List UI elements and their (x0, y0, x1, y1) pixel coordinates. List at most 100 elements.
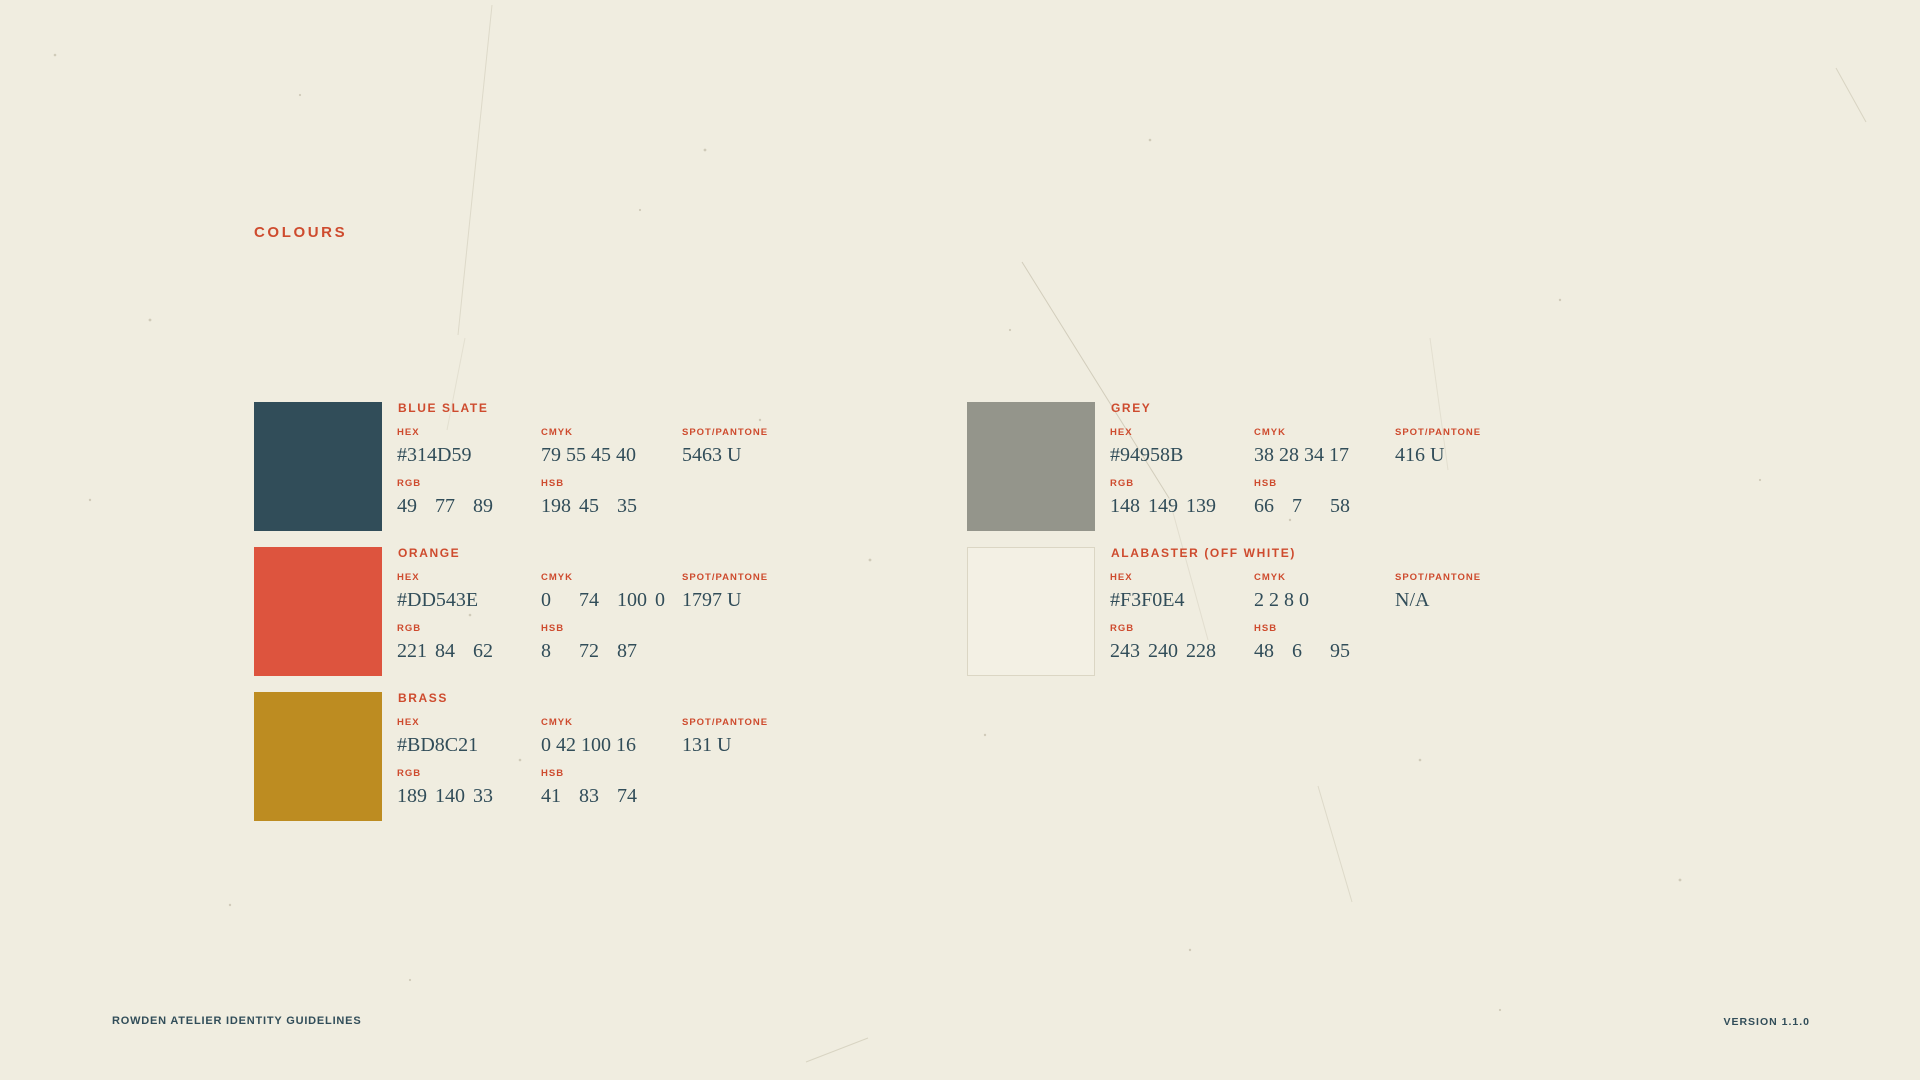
spot-pantone-label: SPOT/PANTONE (682, 572, 769, 583)
rgb-label: RGB (397, 478, 422, 489)
hsb-label: HSB (1254, 623, 1278, 634)
cmyk-label: CMYK (541, 427, 573, 438)
rgb-spec: RGB 243 240 228 (1110, 623, 1224, 662)
swatch-orange (254, 547, 382, 676)
hex-label: HEX (1110, 572, 1133, 583)
rgb-value: 221 84 62 (397, 640, 493, 662)
swatch-grey (967, 402, 1095, 531)
hex-spec: HEX #F3F0E4 (1110, 572, 1185, 611)
spot-pantone-spec: SPOT/PANTONE N/A (1395, 572, 1482, 611)
colour-card-grey: GREY HEX #94958B CMYK 38 28 34 17 SPOT/P… (967, 401, 1712, 531)
rgb-value: 189 140 33 (397, 785, 493, 807)
hsb-value: 41 83 74 (541, 785, 637, 807)
hsb-spec: HSB 198 45 35 (541, 478, 655, 517)
hex-spec: HEX #94958B (1110, 427, 1184, 466)
spot-pantone-spec: SPOT/PANTONE 416 U (1395, 427, 1482, 466)
colour-card-blue-slate: BLUE SLATE HEX #314D59 CMYK 79 55 45 40 … (254, 401, 999, 531)
hex-spec: HEX #314D59 (397, 427, 472, 466)
rgb-label: RGB (1110, 478, 1135, 489)
colour-spec: BLUE SLATE HEX #314D59 CMYK 79 55 45 40 … (397, 401, 999, 531)
rgb-value: 49 77 89 (397, 495, 493, 517)
spot-pantone-value: N/A (1395, 589, 1430, 611)
hsb-spec: HSB 66 7 58 (1254, 478, 1368, 517)
spot-pantone-value: 1797 U (682, 589, 742, 611)
colour-card-orange: ORANGE HEX #DD543E CMYK 0 74 100 0 SPOT/PAN… (254, 546, 999, 676)
hsb-label: HSB (541, 623, 565, 634)
cmyk-label: CMYK (1254, 572, 1286, 583)
hsb-value: 66 7 58 (1254, 495, 1350, 517)
spot-pantone-value: 5463 U (682, 444, 742, 466)
cmyk-value: 0 42 100 16 (541, 734, 636, 756)
colour-name: ALABASTER (OFF WHITE) (1111, 546, 1296, 560)
spot-pantone-label: SPOT/PANTONE (1395, 427, 1482, 438)
hex-spec: HEX #BD8C21 (397, 717, 479, 756)
cmyk-value: 0 74 100 0 (541, 589, 665, 611)
rgb-spec: RGB 189 140 33 (397, 768, 511, 807)
colour-spec: ORANGE HEX #DD543E CMYK 0 74 100 0 SPOT/PAN… (397, 546, 999, 676)
spot-pantone-spec: SPOT/PANTONE 131 U (682, 717, 769, 756)
colour-name: GREY (1111, 401, 1152, 415)
spot-pantone-spec: SPOT/PANTONE 1797 U (682, 572, 769, 611)
rgb-value: 148 149 139 (1110, 495, 1216, 517)
hex-label: HEX (397, 572, 420, 583)
hex-value: #94958B (1110, 444, 1184, 466)
cmyk-spec: CMYK 0 42 100 16 (541, 717, 636, 756)
rgb-label: RGB (1110, 623, 1135, 634)
page-title: COLOURS (254, 224, 348, 241)
cmyk-value: 38 28 34 17 (1254, 444, 1349, 466)
cmyk-label: CMYK (541, 572, 573, 583)
hsb-spec: HSB 48 6 95 (1254, 623, 1368, 662)
footer-document-title: ROWDEN ATELIER IDENTITY GUIDELINES (112, 1015, 362, 1027)
rgb-spec: RGB 221 84 62 (397, 623, 511, 662)
hex-value: #314D59 (397, 444, 472, 466)
hex-value: #F3F0E4 (1110, 589, 1185, 611)
spot-pantone-label: SPOT/PANTONE (682, 717, 769, 728)
rgb-value: 243 240 228 (1110, 640, 1216, 662)
hsb-value: 8 72 87 (541, 640, 637, 662)
hex-label: HEX (397, 427, 420, 438)
rgb-spec: RGB 148 149 139 (1110, 478, 1224, 517)
rgb-label: RGB (397, 768, 422, 779)
spot-pantone-label: SPOT/PANTONE (682, 427, 769, 438)
spot-pantone-value: 416 U (1395, 444, 1445, 466)
hsb-spec: HSB 8 72 87 (541, 623, 655, 662)
colour-name: ORANGE (398, 546, 461, 560)
cmyk-label: CMYK (1254, 427, 1286, 438)
cmyk-spec: CMYK 79 55 45 40 (541, 427, 636, 466)
hex-label: HEX (397, 717, 420, 728)
rgb-spec: RGB 49 77 89 (397, 478, 511, 517)
colour-spec: GREY HEX #94958B CMYK 38 28 34 17 SPOT/P… (1110, 401, 1712, 531)
hsb-label: HSB (1254, 478, 1278, 489)
cmyk-value: 79 55 45 40 (541, 444, 636, 466)
colour-card-brass: BRASS HEX #BD8C21 CMYK 0 42 100 16 SPOT/… (254, 691, 999, 821)
cmyk-spec: CMYK 38 28 34 17 (1254, 427, 1349, 466)
hex-spec: HEX #DD543E (397, 572, 479, 611)
colour-name: BLUE SLATE (398, 401, 489, 415)
hsb-label: HSB (541, 768, 565, 779)
hsb-value: 198 45 35 (541, 495, 637, 517)
spot-pantone-label: SPOT/PANTONE (1395, 572, 1482, 583)
hsb-spec: HSB 41 83 74 (541, 768, 655, 807)
hsb-value: 48 6 95 (1254, 640, 1350, 662)
cmyk-value: 2 2 8 0 (1254, 589, 1309, 611)
hsb-label: HSB (541, 478, 565, 489)
hex-value: #DD543E (397, 589, 479, 611)
hex-value: #BD8C21 (397, 734, 479, 756)
colour-name: BRASS (398, 691, 449, 705)
colour-spec: BRASS HEX #BD8C21 CMYK 0 42 100 16 SPOT/… (397, 691, 999, 821)
footer-version: VERSION 1.1.0 (1723, 1016, 1810, 1028)
hex-label: HEX (1110, 427, 1133, 438)
colour-spec: ALABASTER (OFF WHITE) HEX #F3F0E4 CMYK 2… (1110, 546, 1712, 676)
colour-card-alabaster: ALABASTER (OFF WHITE) HEX #F3F0E4 CMYK 2… (967, 546, 1712, 676)
swatch-brass (254, 692, 382, 821)
spot-pantone-spec: SPOT/PANTONE 5463 U (682, 427, 769, 466)
cmyk-label: CMYK (541, 717, 573, 728)
cmyk-spec: CMYK 2 2 8 0 (1254, 572, 1309, 611)
swatch-alabaster (967, 547, 1095, 676)
swatch-blue-slate (254, 402, 382, 531)
cmyk-spec: CMYK 0 74 100 0 (541, 572, 693, 611)
spot-pantone-value: 131 U (682, 734, 732, 756)
rgb-label: RGB (397, 623, 422, 634)
